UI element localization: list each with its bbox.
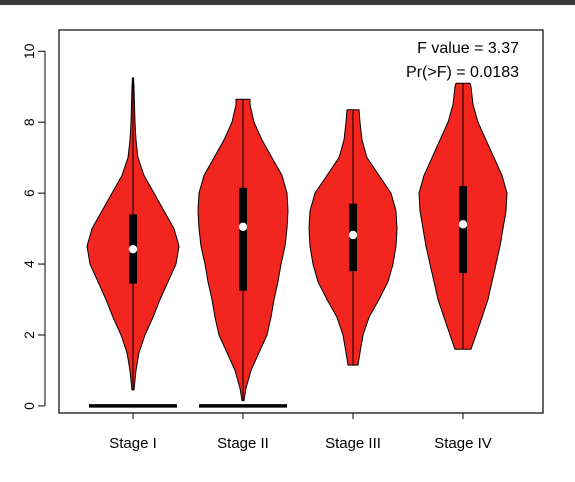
y-tick-label: 4 (21, 260, 37, 268)
violin-2 (197, 98, 289, 408)
y-tick-label: 0 (21, 402, 37, 410)
violin-3 (308, 109, 398, 366)
x-tick-label: Stage III (325, 435, 381, 452)
violin-median-point (348, 230, 358, 240)
violin-1 (86, 77, 180, 408)
violin-iqr-box (239, 187, 247, 291)
violin-median-point (238, 222, 248, 232)
y-tick-label: 6 (21, 189, 37, 197)
window-top-bar (0, 0, 575, 5)
plot-frame (58, 29, 544, 414)
violin-median-point (458, 220, 468, 229)
f-value-annotation: F value = 3.37 (417, 40, 519, 57)
y-tick-label: 10 (21, 43, 37, 59)
x-tick-label: Stage II (217, 435, 269, 452)
x-axis: Stage I Stage II Stage III Stage IV (109, 413, 492, 452)
violin-median-point (128, 244, 138, 254)
y-tick-label: 2 (21, 331, 37, 339)
y-tick-label: 8 (21, 118, 37, 126)
violin-iqr-box (459, 186, 467, 273)
violin-group (86, 77, 508, 408)
y-axis: 0 2 4 6 8 10 (21, 43, 46, 410)
p-value-annotation: Pr(>F) = 0.0183 (406, 64, 519, 81)
x-tick-label: Stage IV (434, 435, 492, 452)
x-tick-label: Stage I (109, 435, 157, 452)
violin-4 (418, 82, 508, 350)
